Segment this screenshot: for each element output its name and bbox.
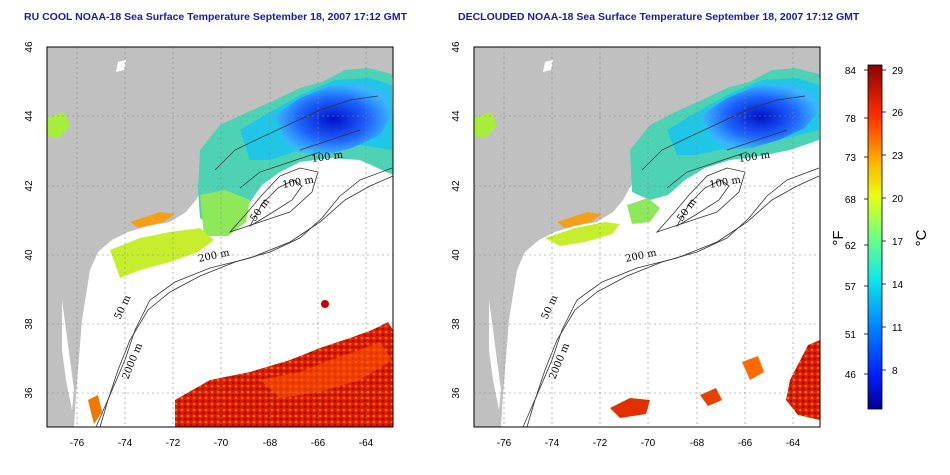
right-land <box>474 47 820 427</box>
colorbar-c-tick: 14 <box>892 280 904 291</box>
left-x-tick: -64 <box>359 438 374 449</box>
right-x-tick: -76 <box>497 438 512 449</box>
colorbar: 84 78 73 68 62 57 51 46 29 26 23 20 17 1… <box>830 64 930 410</box>
left-y-tick: 40 <box>24 249 35 261</box>
colorbar-c-tick: 26 <box>892 108 904 119</box>
left-contour-50m <box>248 179 303 228</box>
right-y-tick: 40 <box>451 249 462 261</box>
left-sst-green <box>200 190 250 236</box>
right-y-tick: 44 <box>451 110 462 122</box>
right-x-tick: -70 <box>641 438 656 449</box>
colorbar-c-tick: 20 <box>892 194 904 205</box>
left-contour-gulf-maine <box>214 95 379 189</box>
colorbar-f-tick: 57 <box>845 282 857 293</box>
left-sst-orange-south <box>88 395 102 424</box>
left-x-tick: -70 <box>214 438 229 449</box>
colorbar-f-tick: 73 <box>845 153 857 164</box>
left-x-tick: -68 <box>263 438 278 449</box>
left-sst-orange-li <box>130 212 175 228</box>
colorbar-f-tick: 62 <box>845 241 857 252</box>
right-x-tick: -72 <box>593 438 608 449</box>
left-x-tick: -66 <box>311 438 326 449</box>
left-x-tick: -74 <box>118 438 133 449</box>
left-map-title: RU COOL NOAA-18 Sea Surface Temperature … <box>24 11 408 23</box>
colorbar-fahrenheit-label: °F <box>830 230 847 245</box>
right-y-tick: 42 <box>451 180 462 192</box>
left-land <box>47 47 393 427</box>
left-y-tick: 42 <box>24 180 35 192</box>
right-sst-patch <box>742 356 764 380</box>
colorbar-f-tick: 68 <box>845 195 857 206</box>
colorbar-c-tick: 23 <box>892 151 904 162</box>
left-y-tick: 38 <box>24 318 35 330</box>
right-contour-100m <box>655 167 746 233</box>
left-sst-gulf-stream <box>175 322 393 427</box>
right-sst-patch <box>610 398 650 418</box>
left-map: 100 m 100 m 50 m 200 m 50 m 2000 m -76 -… <box>24 41 394 449</box>
right-x-tick: -64 <box>786 438 801 449</box>
right-sst-patch <box>786 340 820 420</box>
right-x-tick: -68 <box>690 438 705 449</box>
left-x-tick: -76 <box>70 438 85 449</box>
left-lake <box>116 60 126 72</box>
left-sst-cold-core <box>275 84 392 155</box>
right-y-tick: 36 <box>451 387 462 399</box>
left-contour-label: 100 m <box>311 150 344 165</box>
right-sst-green-nw <box>474 112 497 138</box>
colorbar-f-tick: 46 <box>845 370 857 381</box>
right-sst-orange-li <box>557 212 602 228</box>
colorbar-c-tick: 8 <box>892 366 898 377</box>
left-y-tick: 46 <box>24 41 35 53</box>
right-sst-yellow-shelf <box>545 222 620 246</box>
right-chesapeake-bay <box>489 300 501 410</box>
right-contour-200m <box>526 167 820 428</box>
left-sst-hot-bottom <box>260 342 392 398</box>
colorbar-f-tick: 51 <box>845 330 857 341</box>
colorbar-c-tick: 11 <box>892 323 903 334</box>
left-contour-200m <box>99 167 393 428</box>
left-map-frame <box>46 46 394 428</box>
right-lake <box>543 60 553 72</box>
right-y-tick: 38 <box>451 318 462 330</box>
left-sst-green-nw <box>47 112 70 138</box>
left-y-tick: 36 <box>24 387 35 399</box>
right-y-tick: 46 <box>451 41 462 53</box>
right-map-title: DECLOUDED NOAA-18 Sea Surface Temperatur… <box>458 11 860 23</box>
right-contour-2000m <box>522 175 820 428</box>
left-grid <box>47 47 393 427</box>
colorbar-f-tick: 78 <box>845 114 857 125</box>
colorbar-c-tick: 17 <box>892 237 904 248</box>
colorbar-f-tick: 84 <box>845 66 857 77</box>
right-contour-label: 100 m <box>738 150 771 165</box>
left-chesapeake-bay <box>62 300 74 410</box>
right-sst-cold-core <box>702 84 819 150</box>
right-sst-patch <box>700 388 722 406</box>
right-map-frame <box>473 46 821 428</box>
left-sst-yellow-shelf <box>110 228 214 278</box>
left-contour-100m <box>228 167 319 233</box>
right-grid <box>474 47 820 427</box>
right-map: 100 m 100 m 50 m 200 m 50 m 2000 m -76 -… <box>451 41 821 449</box>
left-sst-patch <box>321 300 329 308</box>
right-contour-gulf-maine <box>641 95 806 189</box>
left-x-tick: -72 <box>166 438 181 449</box>
right-sst-green-mid <box>627 198 660 224</box>
colorbar-gradient <box>867 64 883 410</box>
right-x-tick: -66 <box>738 438 753 449</box>
colorbar-c-tick: 29 <box>892 66 904 77</box>
left-y-tick: 44 <box>24 110 35 122</box>
right-contour-50m <box>675 179 730 228</box>
right-x-tick: -74 <box>545 438 560 449</box>
left-contour-2000m <box>95 175 394 428</box>
colorbar-celsius-label: °C <box>913 229 930 246</box>
